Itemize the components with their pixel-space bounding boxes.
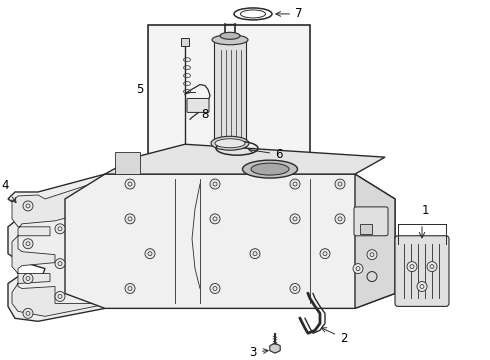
Ellipse shape — [210, 284, 220, 293]
Text: 5: 5 — [136, 83, 144, 96]
Polygon shape — [355, 174, 395, 309]
Bar — [214, 38, 246, 147]
Ellipse shape — [215, 139, 245, 148]
Ellipse shape — [125, 179, 135, 189]
Ellipse shape — [211, 136, 249, 150]
Ellipse shape — [353, 264, 363, 274]
Ellipse shape — [210, 179, 220, 189]
Text: 2: 2 — [321, 328, 347, 345]
Bar — [115, 152, 140, 174]
Ellipse shape — [290, 179, 300, 189]
Polygon shape — [12, 181, 100, 316]
Ellipse shape — [407, 262, 417, 271]
FancyBboxPatch shape — [395, 236, 449, 306]
Ellipse shape — [55, 292, 65, 301]
Polygon shape — [270, 343, 280, 353]
Ellipse shape — [290, 214, 300, 224]
Ellipse shape — [23, 239, 33, 249]
Bar — [181, 38, 189, 46]
Ellipse shape — [23, 309, 33, 318]
Ellipse shape — [367, 250, 377, 260]
Ellipse shape — [212, 35, 248, 45]
Ellipse shape — [290, 284, 300, 293]
Ellipse shape — [335, 179, 345, 189]
Text: 1: 1 — [421, 204, 429, 217]
Ellipse shape — [417, 282, 427, 292]
Ellipse shape — [427, 262, 437, 271]
Bar — [360, 224, 372, 234]
Ellipse shape — [125, 214, 135, 224]
Ellipse shape — [250, 249, 260, 258]
Ellipse shape — [335, 214, 345, 224]
Text: 6: 6 — [249, 148, 283, 161]
Ellipse shape — [23, 274, 33, 284]
Ellipse shape — [243, 160, 297, 178]
Ellipse shape — [210, 214, 220, 224]
Ellipse shape — [55, 258, 65, 269]
Text: 4: 4 — [1, 179, 16, 203]
Polygon shape — [105, 144, 385, 174]
Ellipse shape — [125, 284, 135, 293]
FancyBboxPatch shape — [354, 207, 388, 236]
Polygon shape — [8, 174, 105, 321]
Bar — [148, 25, 310, 159]
Ellipse shape — [55, 224, 65, 234]
Ellipse shape — [23, 201, 33, 211]
Text: 3: 3 — [249, 346, 268, 359]
FancyBboxPatch shape — [187, 99, 209, 112]
Polygon shape — [65, 174, 395, 309]
Text: 7: 7 — [276, 8, 302, 21]
Ellipse shape — [145, 249, 155, 258]
Text: 8: 8 — [201, 108, 209, 121]
Ellipse shape — [220, 32, 240, 39]
Ellipse shape — [251, 163, 289, 175]
Ellipse shape — [320, 249, 330, 258]
